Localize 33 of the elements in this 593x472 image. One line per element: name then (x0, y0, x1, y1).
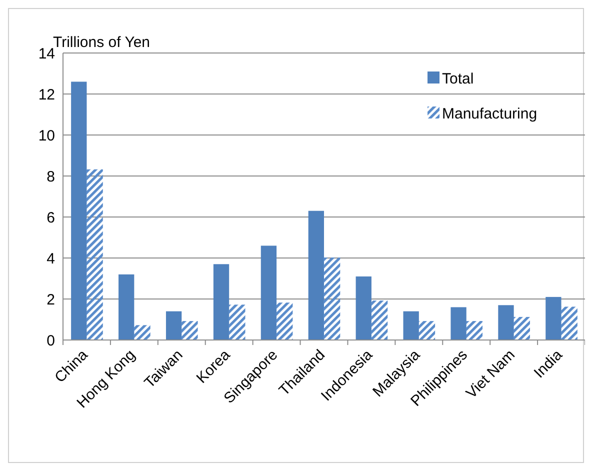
bar (166, 311, 182, 340)
bar (498, 305, 514, 340)
legend-label: Manufacturing (442, 105, 538, 122)
bar (228, 304, 246, 340)
bar (181, 321, 198, 340)
bar (560, 306, 578, 340)
bar (466, 321, 483, 340)
bar (213, 264, 230, 340)
y-tick-label: 8 (46, 168, 55, 186)
bar (513, 316, 530, 340)
y-axis-title: Trillions of Yen (53, 34, 150, 51)
y-tick-label: 2 (46, 291, 55, 308)
bar (418, 321, 436, 340)
y-tick-label: 6 (46, 209, 55, 226)
bar (71, 82, 87, 340)
bar (546, 296, 562, 340)
y-tick-label: 4 (46, 250, 55, 268)
bar (118, 274, 134, 340)
bar (370, 300, 388, 340)
bar (308, 210, 324, 340)
bar (324, 258, 340, 340)
y-tick-label: 0 (46, 332, 55, 350)
bar (86, 169, 103, 340)
y-tick-label: 10 (38, 127, 55, 144)
legend-label: Total (442, 70, 474, 88)
bar (450, 307, 466, 340)
y-tick-label: 12 (38, 86, 55, 104)
bar (260, 246, 277, 340)
bar (134, 325, 150, 340)
bar (403, 311, 419, 340)
bar (356, 276, 372, 340)
bar (276, 302, 293, 340)
y-tick-label: 14 (38, 45, 55, 62)
